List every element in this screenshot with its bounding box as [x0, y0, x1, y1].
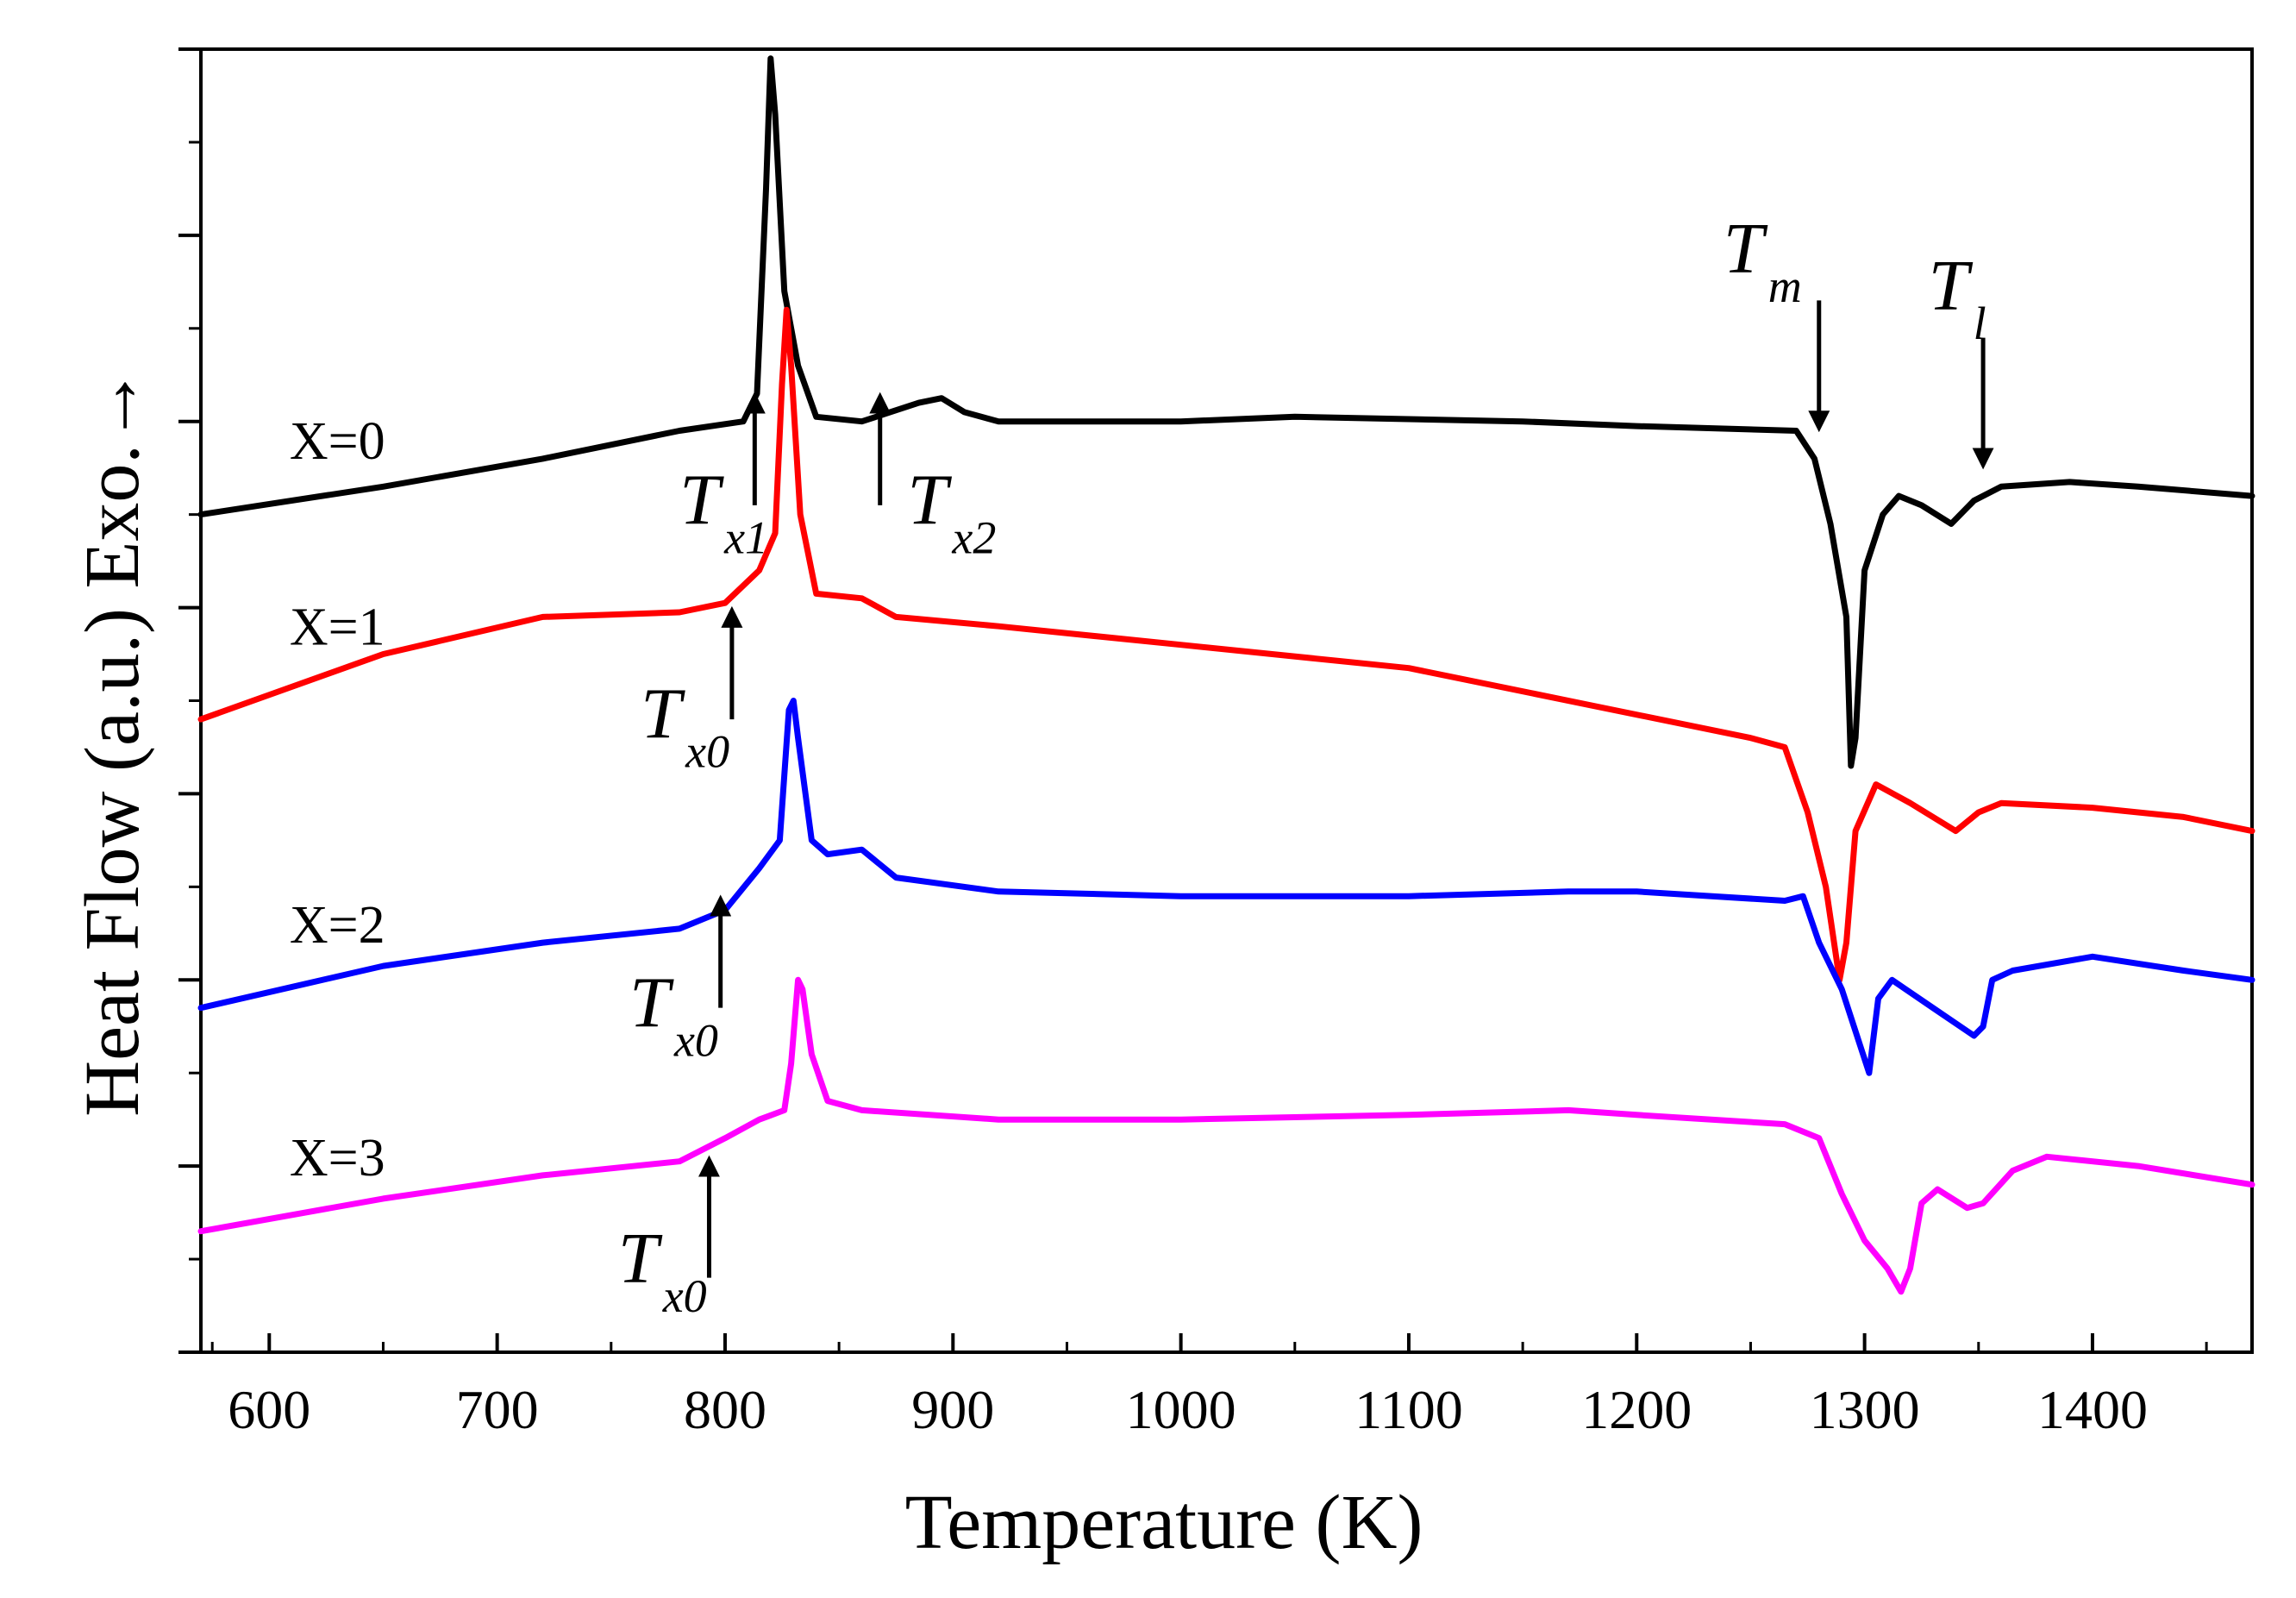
- annotation-label-6: T: [1929, 246, 1974, 326]
- annotation-label-1: T: [907, 460, 952, 540]
- plot-frame: [199, 47, 2254, 1354]
- series-label-2: X=2: [290, 896, 385, 955]
- x-tick-label-1400: 1400: [2037, 1379, 2148, 1440]
- annotation-subscript-1: x2: [951, 511, 996, 563]
- x-tick-label-1000: 1000: [1126, 1379, 1236, 1440]
- annotation-subscript-2: x0: [685, 726, 729, 778]
- annotation-label-2: T: [641, 674, 685, 755]
- y-axis: [178, 47, 201, 1354]
- annotation-subscript-3: x0: [673, 1014, 718, 1066]
- series-line-3: [197, 976, 2255, 1295]
- series-line-2: [197, 698, 2255, 1076]
- annotation-label-3: T: [629, 962, 674, 1043]
- x-tick-label-700: 700: [456, 1379, 539, 1440]
- annotation-subscript-5: m: [1768, 260, 1802, 312]
- series-line-1: [197, 306, 2255, 983]
- annotation-subscript-0: x1: [723, 511, 768, 563]
- x-tick-label-600: 600: [228, 1379, 310, 1440]
- x-tick-label-900: 900: [911, 1379, 994, 1440]
- annotation-subscript-6: l: [1974, 298, 1986, 349]
- series-labels: X=0 X=1 X=2 X=3: [290, 412, 385, 1188]
- plot-border: [199, 47, 2254, 1354]
- series-label-3: X=3: [290, 1129, 385, 1188]
- x-tick-label-1200: 1200: [1581, 1379, 1692, 1440]
- x-tick-label-1100: 1100: [1354, 1379, 1463, 1440]
- series-label-0: X=0: [290, 412, 385, 471]
- x-tick-label-800: 800: [684, 1379, 766, 1440]
- y-axis-title: Heat Flow (a.u.) Exo.→: [70, 367, 155, 1117]
- x-axis: 600 700 800 900 1000 1100 1200 1300 1400: [210, 1333, 2208, 1440]
- annotation-label-5: T: [1724, 209, 1768, 289]
- x-tick-label-1300: 1300: [1810, 1379, 1920, 1440]
- series-label-1: X=1: [290, 598, 385, 657]
- x-axis-title: Temperature (K): [905, 1480, 1423, 1565]
- annotation-label-0: T: [679, 460, 724, 540]
- series-line-0: [197, 55, 2255, 769]
- annotation-label-4: T: [618, 1219, 663, 1299]
- annotation-subscript-4: x0: [662, 1270, 707, 1322]
- series-layer: [197, 55, 2255, 1295]
